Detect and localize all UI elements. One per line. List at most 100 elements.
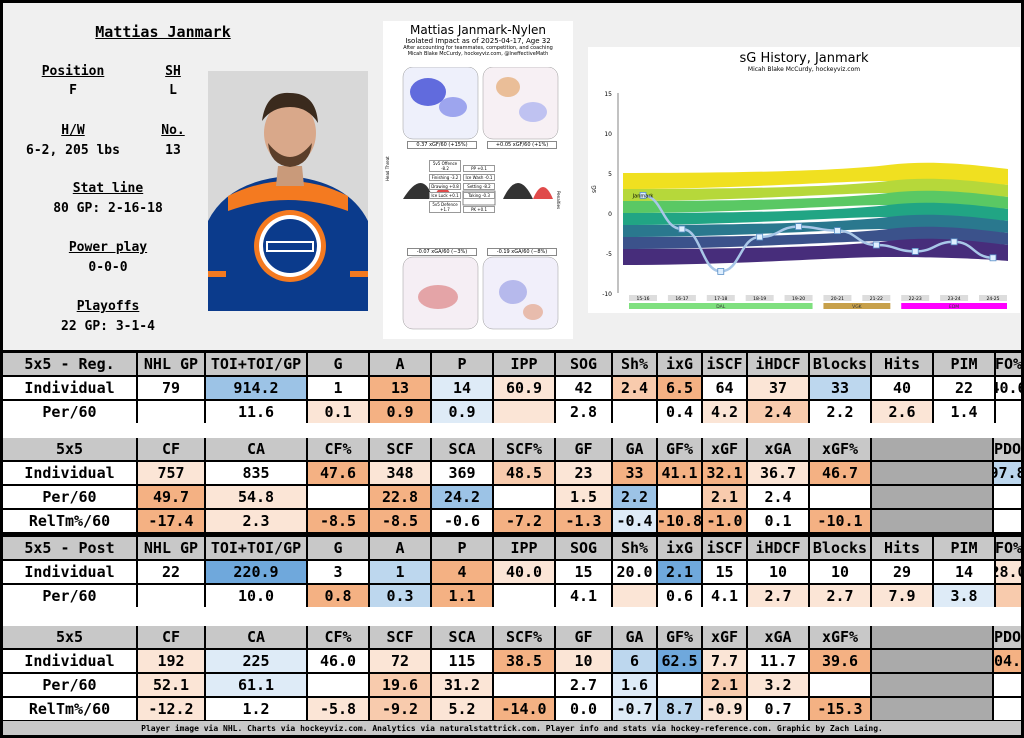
table-row: RelTm%/60 -12.2 1.2 -5.8 -9.2 5.2 -14.0 0.0 -0.7… (3, 698, 1021, 720)
stat-cell: 0.3 (370, 585, 430, 607)
stat-cell: TOI+TOI/GP (206, 353, 306, 375)
row-label: 5x5 (3, 626, 136, 648)
stat-cell: 0.7 (748, 698, 808, 720)
history-plot: 15 10 5 0 -5 -10 sG Janmark 15-16 16-17 17-18 18-19… (591, 91, 1008, 310)
stat-cell: iSCF (703, 353, 746, 375)
sg-point (717, 267, 725, 275)
season-tick-box (784, 295, 813, 301)
stat-cell: 48.5 (494, 462, 554, 484)
table-row: Per/60 10.0 0.8 0.3 1.1 4.1 0.6 4.1 2.7 2.7 7.9 3.8 (3, 585, 1021, 607)
iso-facet: 5v5 Defence +1.7 (429, 201, 461, 213)
stat-cell: 1 (370, 561, 430, 583)
powerplay-label: Power play (68, 240, 148, 255)
stat-cell: CA (206, 626, 306, 648)
stat-cell: TOI+TOI/GP (206, 537, 306, 559)
stat-cell: SCA (432, 626, 492, 648)
season-tick-box (862, 295, 891, 301)
stat-cell: 192 (138, 650, 204, 672)
stat-cell: iHDCF (748, 537, 808, 559)
stat-cell: 348 (370, 462, 430, 484)
stat-cell: Sh% (613, 537, 656, 559)
percentile-band (623, 178, 1008, 201)
table-row: Individual 757 835 47.6 348 369 48.5 23 33 41.1 32… (3, 462, 1021, 484)
stat-cell: xGF% (810, 626, 870, 648)
season-tick-box (901, 295, 930, 301)
stat-cell: 36.7 (748, 462, 808, 484)
stat-cell: 52.1 (138, 674, 204, 696)
position-label: Position (41, 64, 105, 79)
stat-cell: FO% (996, 353, 1021, 375)
stat-cell (994, 674, 1021, 696)
percentile-band (623, 238, 1008, 265)
iso-facet: PP +0.1 (463, 165, 495, 172)
stat-cell: 79 (138, 377, 204, 399)
isolated-impact-chart: Mattias Janmark-Nylen Isolated Impact as… (383, 21, 573, 339)
stat-cell (996, 401, 1021, 423)
stat-cell (658, 486, 701, 508)
stat-cell: 2.7 (810, 585, 870, 607)
stat-cell: 41.1 (658, 462, 701, 484)
row-label: Per/60 (3, 674, 136, 696)
y-axis-label: sG (591, 185, 598, 193)
stat-cell: xGF (703, 438, 746, 460)
stat-cell: -10.8 (658, 510, 701, 532)
stat-cell: PDO (994, 626, 1021, 648)
stat-cell: SCF% (494, 626, 554, 648)
stat-cell: -0.6 (432, 510, 492, 532)
stat-cell: -1.0 (703, 510, 746, 532)
season-tick-label: 21-22 (870, 296, 883, 302)
stat-cell: 7.7 (703, 650, 746, 672)
stat-cell: 72 (370, 650, 430, 672)
iso-facet: Finishing -3.2 (429, 174, 461, 181)
y-tick-label: -10 (602, 291, 612, 298)
history-title: sG History, Janmark (739, 51, 869, 66)
stat-cell: -1.3 (556, 510, 611, 532)
team-label: VGK (852, 304, 863, 310)
sg-point (678, 225, 686, 233)
stat-cell: -7.2 (494, 510, 554, 532)
sg-point (834, 227, 841, 235)
stat-cell: 2.1 (658, 561, 701, 583)
stat-cell: ixG (658, 537, 701, 559)
stat-cell: 6.5 (658, 377, 701, 399)
stat-cell: 24.2 (432, 486, 492, 508)
shoots-label: SH (165, 64, 181, 79)
stat-cell (494, 674, 554, 696)
stat-cell: 60.9 (494, 377, 554, 399)
stat-cell: 4.1 (703, 585, 746, 607)
table-header-row: 5x5 - Post NHL GP TOI+TOI/GP G A P IPP SOG Sh% ix… (3, 537, 1021, 559)
stat-cell: 225 (206, 650, 306, 672)
statline-value: 80 GP: 2-16-18 (53, 201, 163, 216)
stat-cell: 15 (703, 561, 746, 583)
stat-cell: 1 (308, 377, 368, 399)
stat-cell: 1.4 (934, 401, 994, 423)
stat-cell: -8.5 (308, 510, 368, 532)
stat-cell: 33 (613, 462, 656, 484)
stat-cell: 28.0 (996, 561, 1021, 583)
percentile-band (623, 162, 1008, 189)
season-tick-box (823, 295, 852, 301)
stat-cell: 0.4 (658, 401, 701, 423)
table-row: Per/60 11.6 0.1 0.9 0.9 2.8 0.4 4.2 2.4 2.2 2.6 1.4 (3, 401, 1021, 423)
stat-cell: 3.8 (934, 585, 994, 607)
season-tick-box (940, 295, 969, 301)
stat-cell (308, 486, 368, 508)
season-tick-label: 15-16 (636, 296, 649, 302)
stat-cell: 46.7 (810, 462, 870, 484)
stat-cell: 6 (613, 650, 656, 672)
row-label: RelTm%/60 (3, 698, 136, 720)
stat-cell: 61.1 (206, 674, 306, 696)
stat-cell (872, 698, 992, 720)
stat-cell (308, 674, 368, 696)
iso-side-right: Penalties (556, 191, 561, 210)
stat-cell: GF% (658, 438, 701, 460)
iso-facet: PK +0.1 (463, 206, 495, 213)
stat-cell (872, 650, 992, 672)
season-tick-label: 16-17 (675, 296, 688, 302)
footer-credits: Player image via NHL. Charts via hockeyv… (3, 721, 1021, 735)
stat-cell: PIM (934, 537, 994, 559)
stat-cell: P (432, 353, 492, 375)
iso-facet: Taking -0.3 (463, 192, 495, 199)
iso-top-right: +0.05 xGF/60 (+1%) (487, 141, 557, 149)
